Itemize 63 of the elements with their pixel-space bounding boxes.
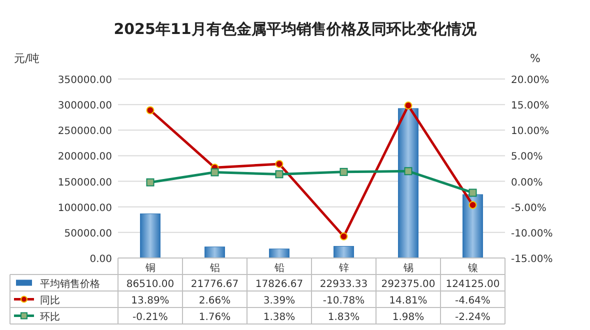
bar bbox=[269, 248, 290, 258]
y2-tick-label: -15.00% bbox=[511, 254, 553, 265]
y-tick-label: 250000.00 bbox=[58, 126, 112, 138]
point bbox=[340, 232, 348, 240]
y2-tick-label: 20.00% bbox=[511, 75, 550, 86]
bar bbox=[140, 214, 160, 258]
data-label: 14.81% bbox=[389, 295, 428, 306]
legend-label: 平均销售价格 bbox=[40, 278, 100, 290]
data-label: 17826.67 bbox=[255, 278, 304, 290]
y-tick-label: 350000.00 bbox=[58, 75, 112, 86]
point bbox=[275, 170, 284, 178]
data-label: 1.76% bbox=[198, 312, 231, 323]
y2-tick-label: 15.00% bbox=[511, 100, 550, 112]
data-label: -0.21% bbox=[132, 312, 168, 323]
y-axis-title: 元/吨 bbox=[14, 52, 40, 65]
y-tick-label: 150000.00 bbox=[58, 177, 112, 188]
y2-axis-title: % bbox=[530, 52, 540, 65]
point bbox=[275, 160, 284, 168]
x-tick-label: 铅 bbox=[273, 263, 284, 274]
data-label: -4.64% bbox=[455, 295, 490, 306]
data-label: 3.39% bbox=[263, 295, 296, 306]
point bbox=[210, 168, 219, 176]
data-label: 124125.00 bbox=[446, 278, 500, 290]
data-label: 2.66% bbox=[198, 295, 231, 306]
y-tick-label: 0.00 bbox=[90, 254, 112, 265]
data-label: -10.78% bbox=[322, 295, 365, 306]
data-label: 86510.00 bbox=[126, 278, 174, 290]
chart-title: 2025年11月有色金属平均销售价格及同环比变化情况 bbox=[114, 20, 478, 38]
y-tick-label: 50000.00 bbox=[64, 228, 112, 240]
point bbox=[404, 102, 412, 110]
point bbox=[146, 106, 154, 114]
y-tick-label: 200000.00 bbox=[58, 152, 112, 163]
y2-tick-label: 10.00% bbox=[511, 126, 550, 138]
x-tick-label: 铝 bbox=[208, 263, 220, 274]
data-label: 292375.00 bbox=[381, 278, 436, 290]
point bbox=[468, 201, 477, 210]
bar bbox=[334, 246, 354, 258]
point bbox=[340, 168, 348, 176]
data-label: 1.38% bbox=[263, 312, 296, 323]
y2-tick-label: -5.00% bbox=[511, 202, 546, 214]
data-label: 21776.67 bbox=[190, 278, 239, 290]
x-tick-label: 锌 bbox=[338, 262, 349, 274]
data-label: 22933.33 bbox=[320, 278, 368, 290]
bar bbox=[462, 194, 483, 258]
y2-tick-label: -10.00% bbox=[511, 228, 553, 240]
x-tick-label: 铜 bbox=[144, 263, 156, 274]
point bbox=[404, 167, 412, 176]
point bbox=[468, 188, 477, 197]
data-label: 13.89% bbox=[131, 295, 170, 306]
x-tick-label: 锡 bbox=[402, 263, 414, 274]
bar bbox=[204, 246, 225, 258]
data-label: 1.83% bbox=[328, 312, 360, 323]
y2-tick-label: 5.00% bbox=[511, 152, 543, 163]
point bbox=[146, 178, 154, 186]
legend-label: 同比 bbox=[40, 294, 60, 306]
legend-label: 环比 bbox=[40, 310, 60, 323]
x-tick-label: 镍 bbox=[466, 262, 478, 274]
bar bbox=[398, 108, 418, 258]
data-label: 1.98% bbox=[392, 312, 424, 323]
y2-tick-label: 0.00% bbox=[511, 177, 543, 188]
y-tick-label: 300000.00 bbox=[58, 100, 112, 112]
y-tick-label: 100000.00 bbox=[58, 202, 112, 214]
data-label: -2.24% bbox=[455, 312, 490, 323]
